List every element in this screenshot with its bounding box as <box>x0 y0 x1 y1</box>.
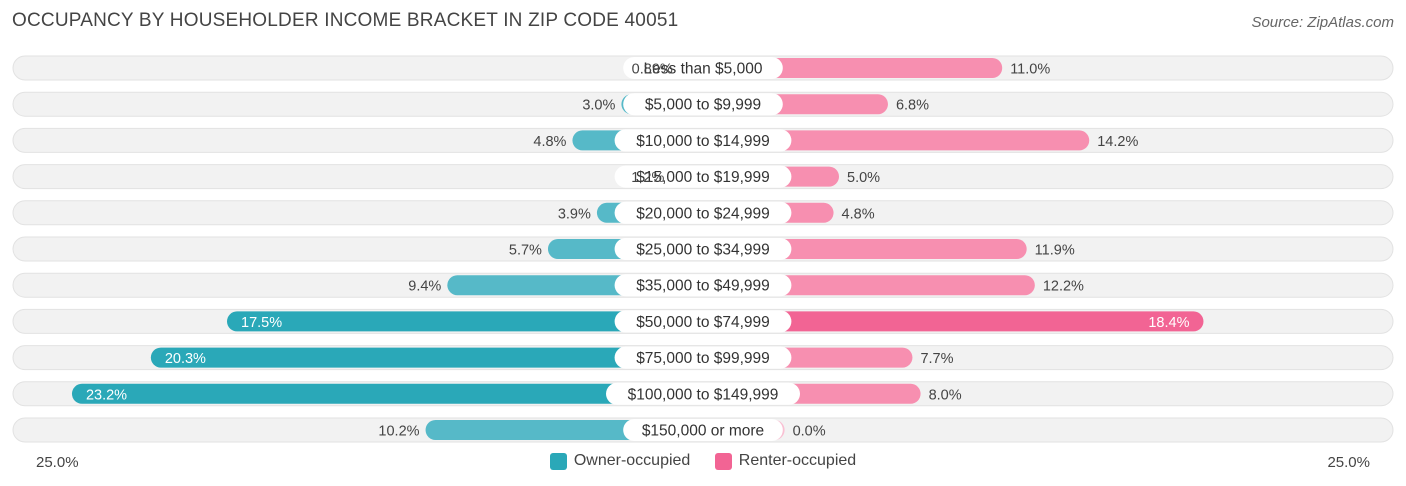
category-label: $20,000 to $24,999 <box>636 205 770 222</box>
category-pill <box>614 201 792 224</box>
owner-value-label: 4.8% <box>533 134 566 150</box>
owner-value-label: 9.4% <box>408 279 441 295</box>
renter-value-label: 18.4% <box>1148 315 1189 331</box>
category-pill <box>623 57 783 79</box>
owner-value-label: 0.89% <box>632 62 673 78</box>
legend-swatch-owner <box>549 452 567 470</box>
category-label: $35,000 to $49,999 <box>636 278 770 295</box>
renter-value-label: 5.0% <box>847 170 880 186</box>
legend-label-owner: Owner-occupied <box>573 452 691 469</box>
renter-value-label: 7.7% <box>920 351 953 367</box>
owner-value-label: 3.9% <box>558 206 591 222</box>
category-pill <box>614 346 792 369</box>
chart-source: Source: ZipAtlas.com <box>1251 14 1394 31</box>
legend-item-renter[interactable]: Renter-occupied <box>714 452 857 470</box>
category-pill <box>614 129 792 152</box>
category-pill <box>614 165 792 188</box>
category-pill <box>606 382 800 405</box>
category-pill <box>623 93 783 116</box>
chart-legend: Owner-occupied Renter-occupied <box>0 452 1406 475</box>
owner-value-label: 17.5% <box>241 315 282 331</box>
renter-value-label: 12.2% <box>1043 279 1084 295</box>
renter-value-label: 11.0% <box>1010 62 1050 78</box>
owner-value-label: 10.2% <box>378 424 419 440</box>
category-pill <box>614 238 792 260</box>
renter-value-label: 11.9% <box>1035 243 1075 259</box>
owner-bar <box>227 311 713 332</box>
owner-value-label: 23.2% <box>86 387 127 403</box>
renter-value-label: 4.8% <box>842 206 875 222</box>
category-pill <box>614 310 792 333</box>
owner-value-label: 3.0% <box>582 98 615 114</box>
category-label: $15,000 to $19,999 <box>636 169 770 186</box>
category-pill <box>614 274 792 297</box>
owner-value-label: 5.7% <box>509 243 542 259</box>
renter-value-label: 6.8% <box>896 98 929 114</box>
axis-right-label: 25.0% <box>1327 454 1370 471</box>
category-label: $10,000 to $14,999 <box>636 133 770 150</box>
owner-value-label: 20.3% <box>165 351 206 367</box>
category-label: $25,000 to $34,999 <box>636 242 770 259</box>
category-label: $75,000 to $99,999 <box>636 350 770 367</box>
axis-left-label: 25.0% <box>36 454 79 471</box>
renter-value-label: 0.0% <box>793 424 826 440</box>
legend-item-owner[interactable]: Owner-occupied <box>549 452 691 470</box>
renter-value-label: 8.0% <box>929 387 962 403</box>
owner-bar <box>150 347 714 368</box>
renter-value-label: 14.2% <box>1097 134 1138 150</box>
renter-bar <box>693 311 1204 332</box>
renter-bar <box>693 130 1090 151</box>
owner-bar <box>71 383 713 404</box>
category-label: $100,000 to $149,999 <box>628 386 779 403</box>
owner-value-label: 1.2% <box>631 170 664 186</box>
category-pill <box>623 419 783 441</box>
category-label: $50,000 to $74,999 <box>636 314 770 331</box>
category-label: $5,000 to $9,999 <box>645 97 761 114</box>
chart-title: OCCUPANCY BY HOUSEHOLDER INCOME BRACKET … <box>12 10 679 31</box>
legend-label-renter: Renter-occupied <box>738 452 857 469</box>
category-label: Less than $5,000 <box>644 61 763 78</box>
legend-swatch-renter <box>714 452 732 470</box>
category-label: $150,000 or more <box>642 423 764 440</box>
